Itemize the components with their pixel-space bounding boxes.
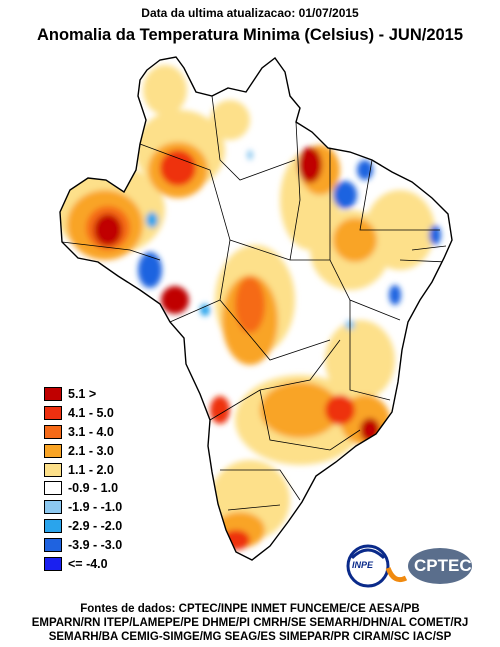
sources-line-3: SEMARH/BA CEMIG-SIMGE/MG SEAG/ES SIMEPAR…	[48, 631, 452, 643]
data-sources: Fontes de dados: CPTEC/INPE INMET FUNCEM…	[0, 602, 500, 644]
brazil-anomaly-map	[59, 56, 453, 561]
anomaly-patch	[357, 160, 373, 180]
anomaly-patch	[235, 277, 265, 333]
anomaly-patch	[210, 100, 250, 140]
legend-swatch	[44, 424, 62, 439]
anomaly-patch	[161, 286, 189, 314]
anomaly-patch	[94, 214, 122, 246]
legend-item: -2.9 - -2.0	[44, 517, 122, 536]
legend-item: 1.1 - 2.0	[44, 460, 122, 479]
legend: 5.1 > 4.1 - 5.0 3.1 - 4.0 2.1 - 3.0 1.1 - 2.…	[44, 385, 122, 573]
legend-item: -0.9 - 1.0	[44, 479, 122, 498]
legend-label: 3.1 - 4.0	[68, 424, 114, 439]
legend-label: 1.1 - 2.0	[68, 462, 114, 477]
anomaly-patch	[325, 320, 395, 400]
anomaly-patch	[429, 225, 441, 245]
legend-label: 4.1 - 5.0	[68, 406, 114, 421]
anomaly-patch	[160, 150, 196, 186]
update-date: Data da ultima atualizacao: 01/07/2015	[141, 6, 359, 20]
anomaly-patch	[138, 252, 162, 288]
legend-label: 2.1 - 3.0	[68, 443, 114, 458]
anomaly-patch	[333, 218, 377, 262]
anomaly-patch	[325, 395, 355, 425]
legend-item: <= -4.0	[44, 554, 122, 573]
anomaly-patch	[298, 147, 322, 183]
map-title: Anomalia da Temperatura Minima (Celsius)…	[36, 26, 464, 44]
state-borders	[61, 95, 449, 511]
logos: INPE CPTEC	[344, 538, 474, 598]
sources-line-2: EMPARN/RN ITEP/LAMEPE/PE DHME/PI CMRH/SE…	[31, 617, 469, 629]
anomaly-patch	[389, 285, 401, 305]
cptec-logo-text: CPTEC	[414, 556, 472, 575]
legend-swatch	[44, 481, 62, 496]
anomaly-patch	[222, 530, 250, 550]
legend-label: <= -4.0	[68, 556, 108, 571]
sources-line-1: Fontes de dados: CPTEC/INPE INMET FUNCEM…	[80, 603, 420, 615]
legend-swatch	[44, 518, 62, 533]
legend-swatch	[44, 556, 62, 571]
legend-swatch	[44, 462, 62, 477]
legend-swatch	[44, 406, 62, 421]
legend-label: -2.9 - -2.0	[68, 518, 123, 533]
legend-label: 5.1 >	[68, 387, 97, 402]
anomaly-patch	[260, 382, 340, 438]
legend-swatch	[44, 387, 62, 402]
legend-item: 2.1 - 3.0	[44, 441, 122, 460]
legend-swatch	[44, 500, 62, 515]
anomaly-patch	[200, 304, 210, 316]
anomaly-patch	[143, 65, 187, 115]
legend-item: 3.1 - 4.0	[44, 423, 122, 442]
legend-swatch	[44, 537, 62, 552]
cptec-logo-icon	[346, 544, 472, 588]
legend-swatch	[44, 443, 62, 458]
anomaly-patch	[333, 181, 357, 209]
brazil-outline	[59, 56, 453, 561]
legend-label: -0.9 - 1.0	[68, 481, 119, 496]
anomaly-patch	[247, 150, 253, 160]
legend-item: -3.9 - -3.0	[44, 535, 122, 554]
legend-label: -3.9 - -3.0	[68, 537, 123, 552]
inpe-logo-text: INPE	[352, 560, 374, 570]
legend-item: 4.1 - 5.0	[44, 404, 122, 423]
legend-item: -1.9 - -1.0	[44, 498, 122, 517]
anomaly-patch	[146, 212, 158, 228]
legend-item: 5.1 >	[44, 385, 122, 404]
legend-label: -1.9 - -1.0	[68, 500, 123, 515]
